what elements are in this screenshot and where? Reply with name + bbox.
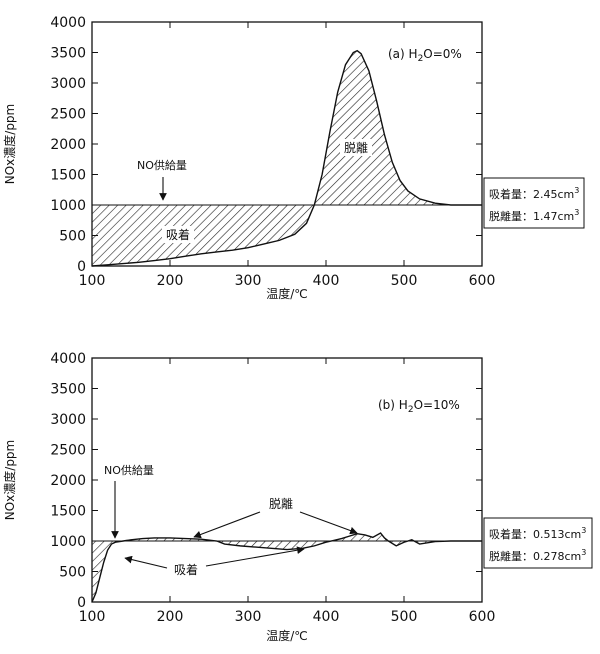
desorption-arrow-left xyxy=(193,511,261,539)
y-tick-label: 1000 xyxy=(50,534,86,550)
x-tick-label: 300 xyxy=(235,273,262,289)
x-axis-ticks: 100 200 300 400 500 600 xyxy=(79,22,496,289)
y-axis-label: NOx濃度/ppm xyxy=(2,104,17,185)
adsorption-label: 吸着 xyxy=(174,562,198,577)
y-tick-label: 2000 xyxy=(50,137,86,153)
y-tick-label: 3000 xyxy=(50,76,86,92)
x-tick-label: 400 xyxy=(313,609,340,625)
y-tick-label: 3000 xyxy=(50,412,86,428)
y-tick-label: 1500 xyxy=(50,168,86,184)
y-tick-label: 0 xyxy=(77,259,86,275)
hatched-area xyxy=(92,50,482,266)
nox-curve xyxy=(91,49,482,267)
y-tick-label: 3500 xyxy=(50,382,86,398)
label-bg xyxy=(162,226,194,243)
amount-box: 吸着量：0.513cm3 脱離量：0.278cm3 xyxy=(483,517,593,569)
x-tick-label: 400 xyxy=(313,273,340,289)
adsorption-arrow-left xyxy=(124,555,168,569)
panel-condition-label: (b) H2O=10% xyxy=(378,398,460,415)
x-tick-label: 600 xyxy=(469,609,496,625)
y-tick-label: 1000 xyxy=(50,198,86,214)
x-axis-label: 温度/℃ xyxy=(266,628,308,643)
desorption-amount: 脱離量：0.278cm3 xyxy=(489,548,586,563)
x-tick-label: 100 xyxy=(79,273,106,289)
y-axis-ticks: 0 500 1000 1500 2000 2500 3000 3500 4000 xyxy=(50,351,482,611)
shaded-areas xyxy=(92,50,482,266)
x-axis-label: 温度/℃ xyxy=(266,286,308,301)
y-tick-label: 1500 xyxy=(50,504,86,520)
chart-panel-a: 0 500 1000 1500 2000 2500 3000 3500 4000 100 200 3… xyxy=(2,15,585,301)
supply-label: NO供給量 xyxy=(104,463,154,477)
y-tick-label: 2500 xyxy=(50,107,86,123)
chart-panel-b: 0 500 1000 1500 2000 2500 3000 3500 4000 100 200 3… xyxy=(2,351,593,643)
y-tick-label: 0 xyxy=(77,595,86,611)
x-tick-label: 500 xyxy=(391,273,418,289)
adsorption-amount: 吸着量：0.513cm3 xyxy=(489,526,586,541)
plot-frame xyxy=(91,357,483,603)
panel-condition-label: (a) H2O=0% xyxy=(388,47,462,64)
x-tick-label: 200 xyxy=(157,609,184,625)
adsorption-amount: 吸着量：2.45cm3 xyxy=(489,186,579,201)
x-tick-label: 500 xyxy=(391,609,418,625)
adsorption-arrow-right xyxy=(205,546,305,567)
y-tick-label: 4000 xyxy=(50,15,86,31)
y-axis-ticks: 0 500 1000 1500 2000 2500 3000 3500 4000 xyxy=(50,15,482,275)
x-tick-label: 200 xyxy=(157,273,184,289)
y-tick-label: 4000 xyxy=(50,351,86,367)
x-tick-label: 300 xyxy=(235,609,262,625)
label-bg xyxy=(340,139,372,156)
nox-curve xyxy=(91,532,482,603)
desorption-label: 脱離 xyxy=(269,496,293,511)
supply-label: NO供給量 xyxy=(137,158,187,172)
y-tick-label: 500 xyxy=(59,229,86,245)
amount-box: 吸着量：2.45cm3 脱離量：1.47cm3 xyxy=(483,177,585,229)
y-tick-label: 500 xyxy=(59,565,86,581)
y-tick-label: 2000 xyxy=(50,473,86,489)
adsorption-label: 吸着 xyxy=(166,227,190,242)
desorption-amount: 脱離量：1.47cm3 xyxy=(489,208,579,223)
y-tick-label: 2500 xyxy=(50,443,86,459)
x-axis-ticks: 100 200 300 400 500 600 xyxy=(79,358,496,625)
desorption-label: 脱離 xyxy=(344,140,368,155)
desorption-arrow-right xyxy=(299,511,358,535)
x-tick-label: 600 xyxy=(469,273,496,289)
y-axis-label: NOx濃度/ppm xyxy=(2,440,17,521)
y-tick-label: 3500 xyxy=(50,46,86,62)
x-tick-label: 100 xyxy=(79,609,106,625)
